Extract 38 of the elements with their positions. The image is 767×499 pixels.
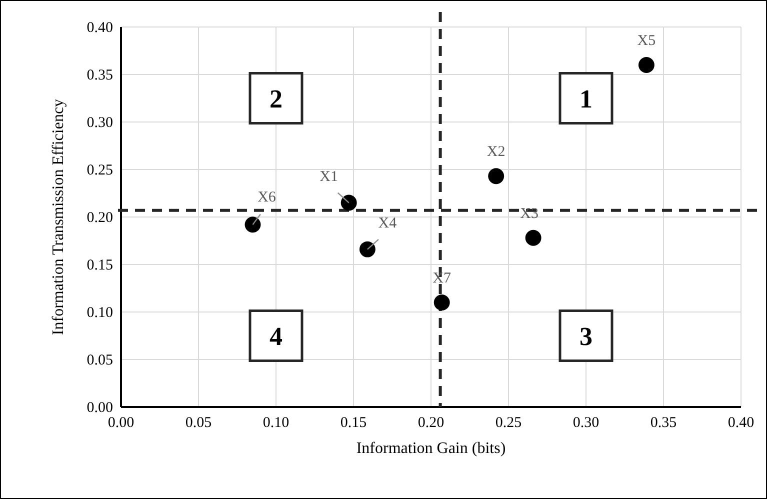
annotation: 2 xyxy=(270,84,282,114)
point xyxy=(638,57,654,73)
x-tick-label: 0.05 xyxy=(185,415,212,431)
x-tick-label: 0.25 xyxy=(495,415,522,431)
x-tick-label: 0.15 xyxy=(340,415,367,431)
y-tick-label: 0.40 xyxy=(86,20,113,36)
series-label: X5 xyxy=(637,33,656,49)
y-tick-label: 0.20 xyxy=(86,210,113,226)
y-tick-label: 0.00 xyxy=(86,400,113,416)
y-tick-label: 0.05 xyxy=(86,352,113,368)
point xyxy=(488,168,504,184)
y-tick-label: 0.15 xyxy=(86,258,113,274)
series-label: X7 xyxy=(432,270,452,286)
x-tick-label: 0.35 xyxy=(650,415,677,431)
point xyxy=(244,216,261,233)
annotation: 1 xyxy=(580,84,592,114)
series-label: X4 xyxy=(378,215,398,232)
series-label: X6 xyxy=(258,190,276,206)
y-tick-label: 0.30 xyxy=(86,115,113,131)
x-tick-label: 0.20 xyxy=(418,415,444,431)
series-label: X2 xyxy=(486,144,506,160)
series-label: X3 xyxy=(520,206,538,222)
point xyxy=(340,194,357,211)
x-tick-label: 0.30 xyxy=(572,415,600,431)
point xyxy=(434,294,450,310)
annotation: 3 xyxy=(580,322,592,351)
x-tick-label: 0.00 xyxy=(108,415,134,431)
point xyxy=(359,241,376,258)
x-tick-label: 0.10 xyxy=(262,415,290,431)
annotation: 4 xyxy=(270,322,282,351)
point xyxy=(525,230,542,246)
y-tick-label: 0.10 xyxy=(86,305,113,321)
y-tick-label: 0.35 xyxy=(86,68,113,84)
y-tick-label: 0.25 xyxy=(86,162,113,178)
x-axis-title: Information Gain (bits) xyxy=(356,440,506,457)
x-tick-label: 0.40 xyxy=(728,415,754,431)
y-axis-title: Information Transmission Efficiency xyxy=(50,98,67,336)
series-label: X1 xyxy=(320,168,338,185)
